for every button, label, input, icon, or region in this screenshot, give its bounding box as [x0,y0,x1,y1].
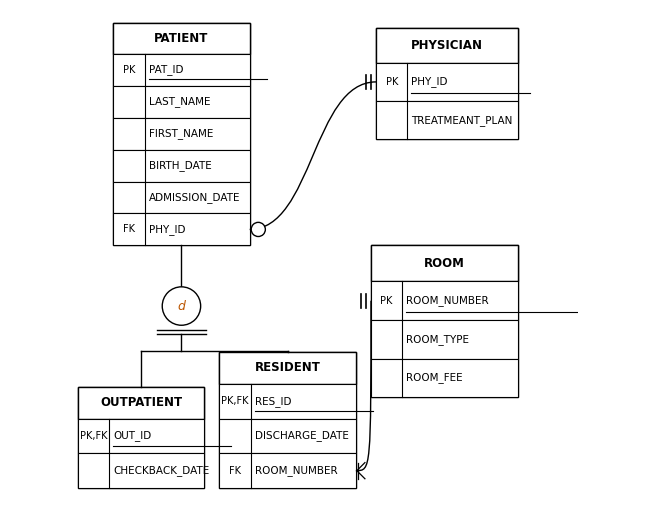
Bar [371,282,518,320]
Text: RES_ID: RES_ID [255,396,291,407]
Bar [371,245,518,397]
Bar [113,214,250,245]
Text: BIRTH_DATE: BIRTH_DATE [148,160,212,171]
Bar [78,419,204,453]
Text: ROOM_FEE: ROOM_FEE [406,373,463,383]
Bar [371,359,518,397]
Text: ROOM_TYPE: ROOM_TYPE [406,334,469,345]
Bar [219,352,356,488]
Text: ROOM_NUMBER: ROOM_NUMBER [255,465,337,476]
Text: FK: FK [123,224,135,235]
Circle shape [162,287,201,325]
Bar [78,453,204,488]
Text: PHY_ID: PHY_ID [148,224,185,235]
Text: PK,FK: PK,FK [80,431,107,441]
Text: CHECKBACK_DATE: CHECKBACK_DATE [113,465,210,476]
Bar [113,118,250,150]
Bar [376,101,518,140]
Text: d: d [178,299,186,313]
Text: ROOM: ROOM [424,257,465,270]
Text: TREATMEANT_PLAN: TREATMEANT_PLAN [411,114,513,126]
Bar [113,23,250,54]
Bar [219,453,356,488]
Text: DISCHARGE_DATE: DISCHARGE_DATE [255,431,349,442]
Text: PHY_ID: PHY_ID [411,77,448,87]
Bar [78,387,204,419]
Text: PATIENT: PATIENT [154,32,208,45]
Text: ROOM_NUMBER: ROOM_NUMBER [406,295,489,306]
Text: PK,FK: PK,FK [221,397,249,406]
Bar [376,28,518,63]
Bar [113,54,250,86]
Text: PK: PK [122,65,135,75]
Text: FIRST_NAME: FIRST_NAME [148,128,213,139]
Bar [371,245,518,282]
Text: PK: PK [380,296,393,306]
Text: OUT_ID: OUT_ID [113,430,152,442]
Bar [78,387,204,488]
Text: LAST_NAME: LAST_NAME [148,96,210,107]
Bar [376,63,518,101]
Text: PHYSICIAN: PHYSICIAN [411,39,483,52]
Circle shape [251,222,266,237]
Text: RESIDENT: RESIDENT [255,361,320,374]
Text: FK: FK [229,466,241,476]
Bar [376,28,518,140]
Bar [219,352,356,384]
Bar [113,86,250,118]
Text: OUTPATIENT: OUTPATIENT [100,396,182,409]
Text: PAT_ID: PAT_ID [148,64,183,75]
Bar [113,23,250,245]
Bar [113,150,250,181]
Bar [113,181,250,214]
Text: PK: PK [385,77,398,87]
Bar [371,320,518,359]
Bar [219,419,356,453]
Bar [219,384,356,419]
Text: ADMISSION_DATE: ADMISSION_DATE [148,192,240,203]
